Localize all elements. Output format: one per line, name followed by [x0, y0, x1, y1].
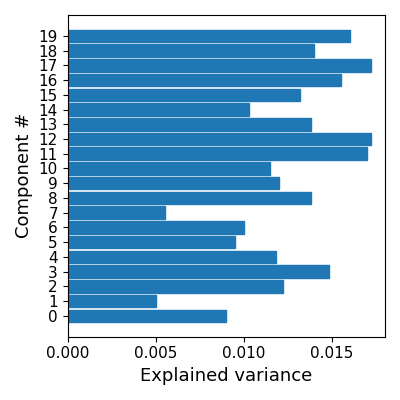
Bar	[68, 59, 371, 72]
Bar	[68, 148, 367, 160]
Bar	[68, 118, 311, 130]
Bar	[68, 162, 270, 175]
Bar	[68, 221, 244, 234]
Bar	[68, 44, 314, 57]
Bar	[68, 280, 283, 293]
Bar	[68, 103, 249, 116]
Bar	[68, 133, 371, 145]
Bar	[68, 177, 279, 190]
Bar	[68, 88, 300, 101]
Bar	[68, 310, 226, 322]
Bar	[68, 74, 341, 86]
Y-axis label: Component #: Component #	[15, 113, 33, 238]
Bar	[68, 192, 311, 204]
Bar	[68, 251, 276, 263]
Bar	[68, 295, 156, 307]
Bar	[68, 265, 328, 278]
Bar	[68, 206, 165, 219]
Bar	[68, 236, 235, 248]
Bar	[68, 30, 350, 42]
X-axis label: Explained variance: Explained variance	[140, 367, 312, 385]
